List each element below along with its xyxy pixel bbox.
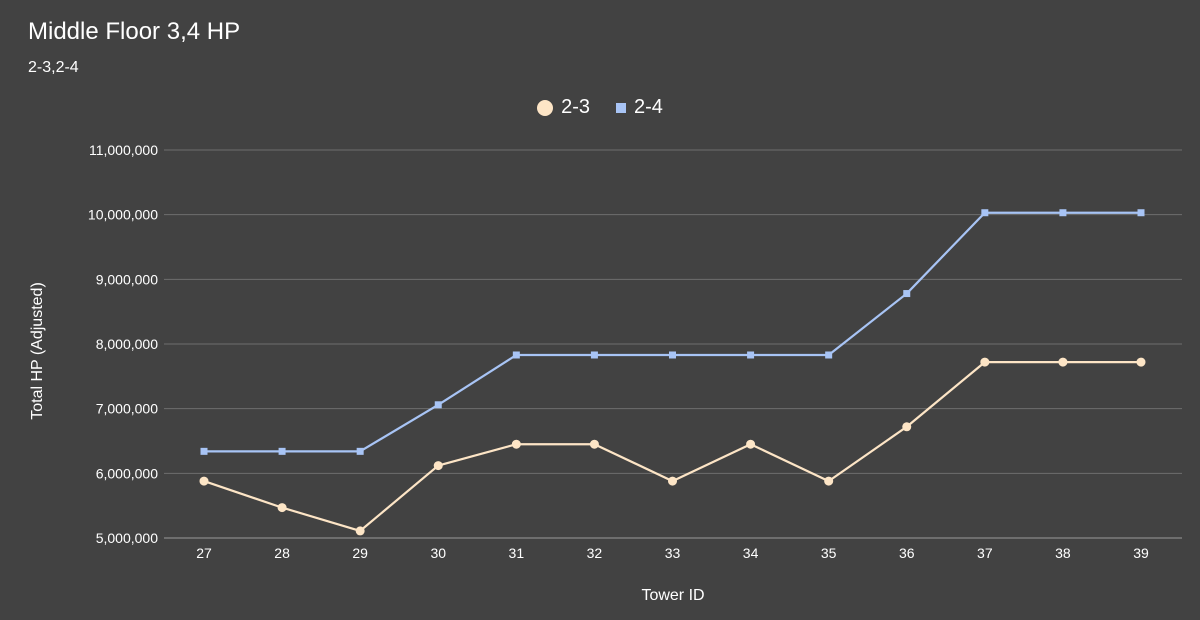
- gridlines: [164, 149, 1182, 539]
- series-lines: [199, 209, 1146, 536]
- y-tick-label: 10,000,000: [88, 207, 158, 223]
- data-point[interactable]: [590, 351, 598, 359]
- x-tick-label: 28: [274, 545, 290, 561]
- data-point[interactable]: [903, 290, 911, 298]
- data-point[interactable]: [746, 439, 756, 449]
- legend-item-series-1[interactable]: 2-3: [537, 96, 590, 119]
- data-point[interactable]: [356, 447, 364, 455]
- legend-label-series-2: 2-4: [634, 96, 663, 118]
- data-point[interactable]: [355, 526, 365, 536]
- y-axis-title: Total HP (Adjusted): [29, 282, 46, 420]
- y-axis-ticks: 5,000,000 6,000,000 7,000,000 8,000,000 9,00…: [88, 142, 158, 546]
- data-point[interactable]: [747, 351, 755, 359]
- data-point[interactable]: [434, 401, 442, 409]
- chart-subtitle: 2-3,2-4: [28, 59, 79, 76]
- data-point[interactable]: [981, 209, 989, 217]
- data-point[interactable]: [980, 357, 990, 367]
- x-axis-title: Tower ID: [641, 587, 704, 604]
- x-tick-label: 37: [977, 545, 993, 561]
- legend-item-series-2[interactable]: 2-4: [616, 96, 663, 119]
- x-tick-label: 29: [352, 545, 368, 561]
- x-tick-label: 32: [587, 545, 603, 561]
- x-tick-label: 27: [196, 545, 212, 561]
- data-point[interactable]: [669, 351, 676, 359]
- x-tick-label: 33: [665, 545, 681, 561]
- x-tick-label: 31: [509, 545, 525, 561]
- series-line: [203, 361, 1141, 532]
- y-tick-label: 8,000,000: [96, 336, 158, 352]
- y-tick-label: 5,000,000: [96, 530, 158, 546]
- x-tick-label: 39: [1133, 545, 1149, 561]
- x-tick-label: 35: [821, 545, 837, 561]
- data-point[interactable]: [589, 439, 599, 449]
- data-point[interactable]: [825, 351, 833, 359]
- series-line: [204, 211, 1141, 453]
- y-tick-label: 9,000,000: [96, 271, 158, 287]
- data-point[interactable]: [1136, 357, 1146, 367]
- x-tick-label: 36: [899, 545, 915, 561]
- data-point[interactable]: [277, 503, 287, 513]
- x-tick-label: 30: [430, 545, 446, 561]
- data-point[interactable]: [511, 439, 521, 449]
- series-1: [199, 357, 1146, 536]
- data-point[interactable]: [824, 476, 834, 486]
- circle-marker-icon: [537, 99, 554, 116]
- data-point[interactable]: [1058, 357, 1068, 367]
- chart-legend: 2-3 2-4: [0, 96, 1200, 119]
- data-point[interactable]: [512, 351, 520, 359]
- data-point[interactable]: [1059, 209, 1067, 217]
- series-2: [200, 209, 1145, 455]
- data-point[interactable]: [668, 476, 677, 486]
- data-point[interactable]: [200, 447, 208, 455]
- x-tick-label: 34: [743, 545, 759, 561]
- data-point[interactable]: [278, 447, 286, 455]
- chart-title: Middle Floor 3,4 HP: [28, 18, 241, 45]
- data-point[interactable]: [1137, 209, 1145, 217]
- y-tick-label: 11,000,000: [89, 142, 158, 158]
- y-tick-label: 6,000,000: [96, 465, 158, 481]
- x-tick-label: 38: [1055, 545, 1071, 561]
- legend-label-series-1: 2-3: [561, 96, 590, 118]
- square-marker-icon: [616, 102, 626, 113]
- x-axis-ticks: 27 28 29 30 31 32 33 34 35 36 37 38 39: [196, 545, 1149, 561]
- y-tick-label: 7,000,000: [96, 401, 158, 417]
- data-point[interactable]: [199, 476, 209, 486]
- data-point[interactable]: [902, 422, 912, 432]
- data-point[interactable]: [433, 461, 443, 471]
